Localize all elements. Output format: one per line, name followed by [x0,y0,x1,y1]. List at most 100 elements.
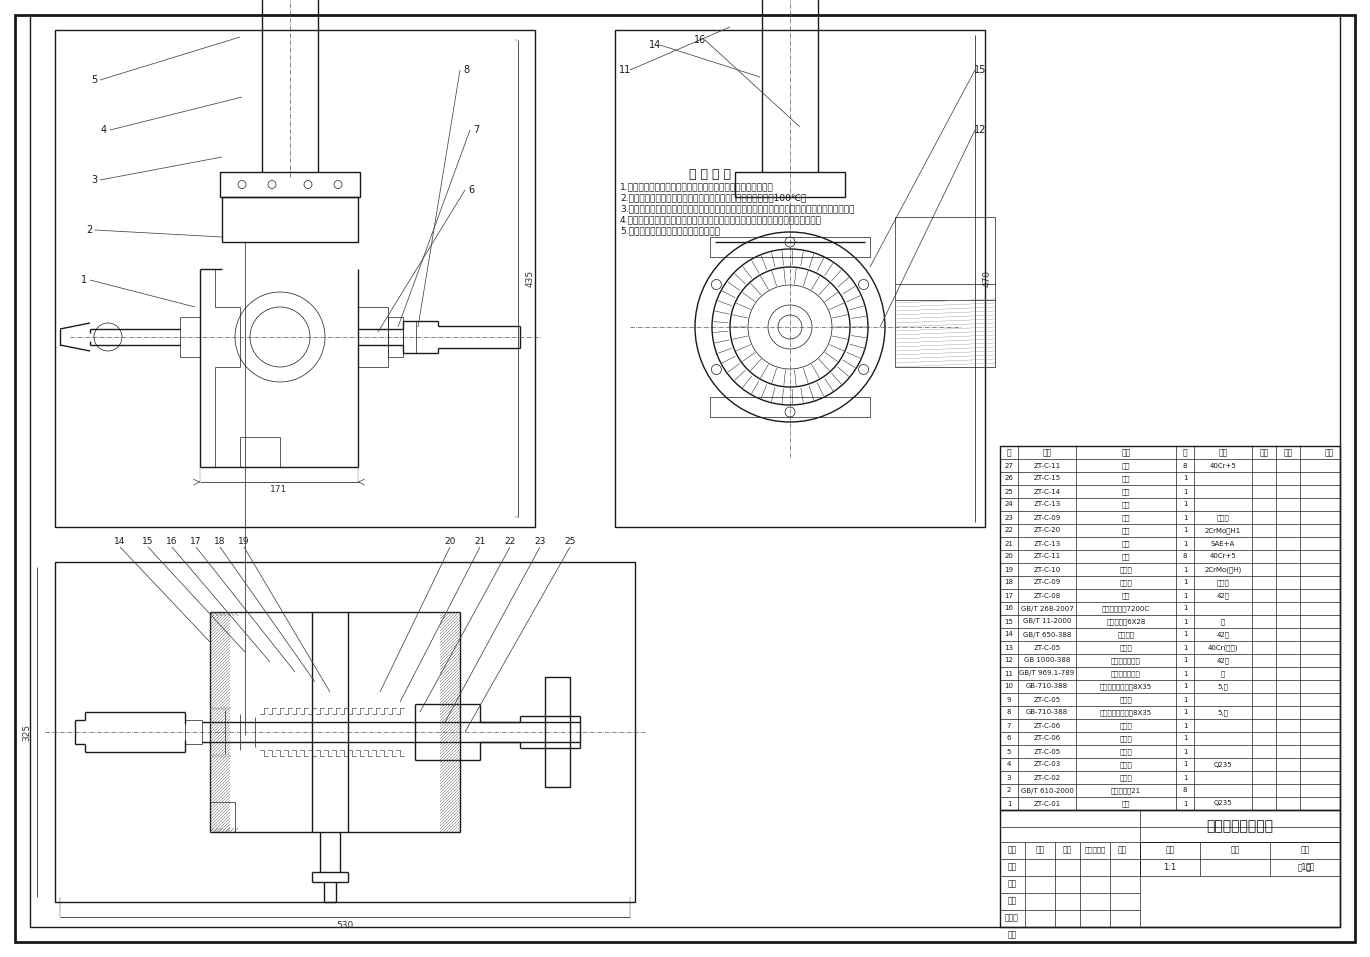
Text: 4: 4 [101,125,107,135]
Text: 26: 26 [1004,476,1014,481]
Text: ZT-C-13: ZT-C-13 [1033,541,1060,546]
Text: ZT-C-13: ZT-C-13 [1033,501,1060,507]
Text: 2: 2 [1007,788,1011,793]
Text: 14: 14 [114,537,126,545]
Text: 17: 17 [1004,592,1014,598]
Text: 7: 7 [1007,723,1011,728]
Text: 15: 15 [974,65,986,75]
Text: 技 术 要 求: 技 术 要 求 [689,168,732,182]
Text: ZT-C-02: ZT-C-02 [1033,774,1060,781]
Text: 1: 1 [1007,800,1011,807]
Text: 2CrMo钢H1: 2CrMo钢H1 [1204,527,1241,534]
Text: 钢: 钢 [1221,618,1225,625]
Text: 16: 16 [166,537,178,545]
Text: 轴承盖: 轴承盖 [1119,579,1133,586]
Text: 3: 3 [1007,774,1011,781]
Text: ZT-C-06: ZT-C-06 [1033,736,1060,742]
Text: 27: 27 [1004,462,1014,469]
Text: 1: 1 [1182,488,1188,495]
Text: 材料: 材料 [1218,448,1228,457]
Text: 9: 9 [1007,697,1011,702]
Text: 1: 1 [1182,774,1188,781]
Text: 轴承盖: 轴承盖 [1119,567,1133,573]
Text: 4: 4 [1007,762,1011,768]
Text: 深沟手圆承入公: 深沟手圆承入公 [1111,657,1141,664]
Text: 重量: 重量 [1230,845,1240,855]
Text: GB/T 650-388: GB/T 650-388 [1023,632,1071,637]
Text: 19: 19 [238,537,249,545]
Text: 铝合金: 铝合金 [1217,579,1229,586]
Text: 钢: 钢 [1221,670,1225,677]
Text: 8: 8 [1182,462,1188,469]
Text: 1: 1 [1182,723,1188,728]
Text: 更改文件号: 更改文件号 [1085,847,1106,854]
Text: Q235: Q235 [1214,800,1232,807]
Text: 联轴: 联轴 [1122,488,1130,495]
Text: ZT-C-14: ZT-C-14 [1033,488,1060,495]
Text: GB/T 610-2000: GB/T 610-2000 [1021,788,1074,793]
Text: 1: 1 [81,275,88,285]
Text: 蜗轮轴: 蜗轮轴 [1119,696,1133,702]
Bar [221,172,360,197]
Text: 代号: 代号 [1043,448,1052,457]
Text: 5: 5 [1007,748,1011,754]
Text: 8: 8 [1182,788,1188,793]
Text: 1: 1 [1182,697,1188,702]
Text: 5: 5 [90,75,97,85]
Text: 3.进入装配的零件及部件（包括外购件、外协件），均必须具有检查部门的合格证才能进行装配。: 3.进入装配的零件及部件（包括外购件、外协件），均必须具有检查部门的合格证才能进… [621,205,855,213]
Text: 1: 1 [1182,606,1188,612]
Text: 21: 21 [474,537,486,545]
Text: 7: 7 [473,125,480,135]
Text: 第1张: 第1张 [1297,862,1312,872]
Text: 瓦用销钉圆锥面: 瓦用销钉圆锥面 [1111,670,1141,677]
Bar [1000,446,1340,810]
Text: 40Cr+5: 40Cr+5 [1210,462,1236,469]
Text: 1:1: 1:1 [1163,862,1177,872]
Text: GB 1000-388: GB 1000-388 [1023,657,1070,663]
Bar [710,397,870,417]
Text: 5,钢: 5,钢 [1218,709,1229,716]
Text: 1: 1 [1182,683,1188,689]
Text: 42钢: 42钢 [1217,632,1229,637]
Text: 1: 1 [1182,592,1188,598]
Bar [55,562,636,902]
Text: 蜗轮蜗杆减速机构: 蜗轮蜗杆减速机构 [1207,819,1274,833]
Bar [388,317,403,357]
Text: 18: 18 [1004,580,1014,586]
Text: 端盖: 端盖 [1122,592,1130,599]
Text: 组合密封圈21: 组合密封圈21 [1111,788,1141,793]
Text: 8: 8 [1007,709,1011,716]
Text: 输出轴: 输出轴 [1119,774,1133,781]
Text: 批准: 批准 [1007,930,1017,940]
Text: ZT-C-01: ZT-C-01 [1033,800,1060,807]
Bar [1140,810,1340,842]
Text: 2CrMo(钢H): 2CrMo(钢H) [1204,567,1241,573]
Text: 25: 25 [1004,488,1014,495]
Text: 325: 325 [22,723,32,741]
Text: 530: 530 [337,921,353,929]
Text: 16: 16 [1004,606,1014,612]
Text: GB/T 11-2000: GB/T 11-2000 [1023,618,1071,625]
Text: 21: 21 [1004,541,1014,546]
Text: 2.装配滚动轴承允许采用机油加热进行热套，油的温度不得超过100℃。: 2.装配滚动轴承允许采用机油加热进行热套，油的温度不得超过100℃。 [621,193,807,203]
Text: 铝合金: 铝合金 [1217,514,1229,521]
Text: 6: 6 [469,185,474,195]
Text: 1: 1 [1182,567,1188,572]
Text: 总重: 总重 [1284,448,1293,457]
Text: 15: 15 [1004,618,1014,625]
Text: 1: 1 [1182,644,1188,651]
Text: 12: 12 [1004,657,1014,663]
Bar [895,217,995,367]
Text: 14: 14 [649,40,662,50]
Text: 10: 10 [1004,683,1014,689]
Text: 端盖: 端盖 [1122,514,1130,521]
Text: 8: 8 [1182,553,1188,560]
Text: 40Cr+5: 40Cr+5 [1210,553,1236,560]
Text: 名称: 名称 [1122,448,1130,457]
Text: 工法轴: 工法轴 [1119,723,1133,729]
Text: 蜗杆轴: 蜗杆轴 [1119,644,1133,651]
Text: 11: 11 [619,65,632,75]
Text: 1: 1 [1182,618,1188,625]
Text: 1.零件加工表面上，不应有划痕、擦伤等损伤零件表面的缺陷。: 1.零件加工表面上，不应有划痕、擦伤等损伤零件表面的缺陷。 [621,183,774,191]
Text: 联轴: 联轴 [1122,501,1130,508]
